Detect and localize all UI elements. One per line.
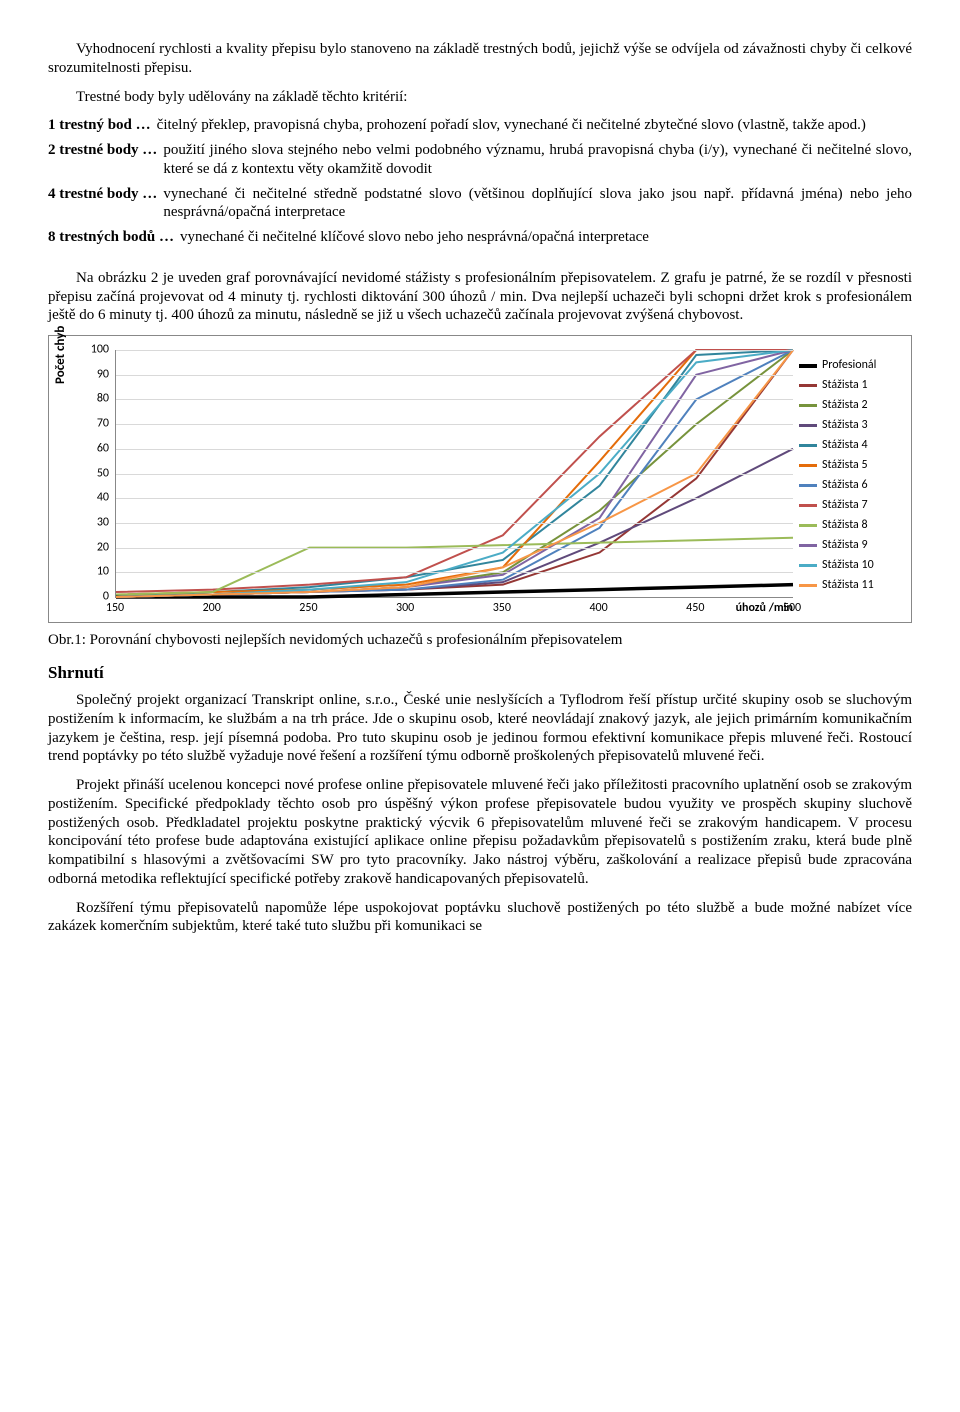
criteria-text: vynechané či nečitelné středně podstatné…	[163, 185, 912, 223]
legend-swatch	[799, 564, 817, 567]
legend-item: Stážista 4	[799, 438, 899, 453]
paragraph-intro-2: Trestné body byly udělovány na základě t…	[48, 88, 912, 107]
error-chart: Počet chyb 0102030405060708090100 150200…	[48, 335, 912, 623]
chart-xtick: 150	[106, 601, 124, 616]
legend-swatch	[799, 484, 817, 487]
legend-label: Stážista 2	[822, 398, 868, 413]
legend-swatch	[799, 404, 817, 407]
legend-item: Stážista 11	[799, 578, 899, 593]
chart-ytick: 40	[85, 491, 109, 506]
legend-item: Stážista 8	[799, 518, 899, 533]
legend-label: Stážista 7	[822, 498, 868, 513]
chart-xlabel: úhozů /min	[736, 601, 793, 616]
summary-para-3: Rozšíření týmu přepisovatelů napomůže lé…	[48, 899, 912, 937]
chart-ytick: 10	[85, 565, 109, 580]
paragraph-chart-intro: Na obrázku 2 je uveden graf porovnávajíc…	[48, 269, 912, 325]
criteria-row: 2 trestné body …použití jiného slova ste…	[48, 141, 912, 179]
summary-para-1: Společný projekt organizací Transkript o…	[48, 691, 912, 766]
chart-xtick: 450	[686, 601, 704, 616]
legend-label: Stážista 1	[822, 378, 868, 393]
legend-swatch	[799, 384, 817, 387]
criteria-text: použití jiného slova stejného nebo velmi…	[163, 141, 912, 179]
legend-label: Stážista 4	[822, 438, 868, 453]
chart-ytick: 80	[85, 392, 109, 407]
criteria-text: čitelný překlep, pravopisná chyba, proho…	[157, 116, 912, 135]
legend-label: Profesionál	[822, 358, 876, 373]
legend-item: Stážista 2	[799, 398, 899, 413]
criteria-label: 1 trestný bod …	[48, 116, 157, 135]
legend-item: Stážista 7	[799, 498, 899, 513]
chart-xtick: 400	[589, 601, 607, 616]
legend-item: Stážista 1	[799, 378, 899, 393]
chart-caption: Obr.1: Porovnání chybovosti nejlepších n…	[48, 631, 912, 650]
legend-swatch	[799, 464, 817, 467]
legend-swatch	[799, 504, 817, 507]
chart-ytick: 50	[85, 466, 109, 481]
legend-item: Stážista 9	[799, 538, 899, 553]
legend-item: Stážista 5	[799, 458, 899, 473]
legend-swatch	[799, 424, 817, 427]
criteria-label: 8 trestných bodů …	[48, 228, 180, 247]
paragraph-intro-1: Vyhodnocení rychlosti a kvality přepisu …	[48, 40, 912, 78]
criteria-row: 4 trestné body …vynechané či nečitelné s…	[48, 185, 912, 223]
legend-swatch	[799, 524, 817, 527]
criteria-label: 4 trestné body …	[48, 185, 163, 223]
chart-xtick: 350	[493, 601, 511, 616]
chart-legend: Profesionál Stážista 1 Stážista 2 Stážista …	[799, 358, 899, 598]
legend-swatch	[799, 444, 817, 447]
criteria-row: 8 trestných bodů …vynechané či nečitelné…	[48, 228, 912, 247]
legend-swatch	[799, 364, 817, 368]
criteria-text: vynechané či nečitelné klíčové slovo neb…	[180, 228, 912, 247]
chart-ylabel: Počet chyb	[53, 326, 69, 384]
legend-label: Stážista 9	[822, 538, 868, 553]
legend-label: Stážista 11	[822, 578, 874, 593]
legend-label: Stážista 3	[822, 418, 868, 433]
chart-series-line	[116, 350, 793, 595]
chart-xtick: 250	[299, 601, 317, 616]
chart-ytick: 20	[85, 540, 109, 555]
legend-item: Stážista 6	[799, 478, 899, 493]
chart-plot-area	[115, 350, 793, 598]
criteria-list: 1 trestný bod …čitelný překlep, pravopis…	[48, 116, 912, 247]
legend-item: Stážista 3	[799, 418, 899, 433]
criteria-row: 1 trestný bod …čitelný překlep, pravopis…	[48, 116, 912, 135]
chart-series-line	[116, 350, 793, 592]
section-heading-summary: Shrnutí	[48, 662, 912, 683]
summary-para-2: Projekt přináší ucelenou koncepci nové p…	[48, 776, 912, 889]
legend-swatch	[799, 584, 817, 587]
legend-label: Stážista 5	[822, 458, 868, 473]
chart-xtick: 200	[203, 601, 221, 616]
chart-ytick: 70	[85, 417, 109, 432]
chart-ytick: 90	[85, 367, 109, 382]
legend-swatch	[799, 544, 817, 547]
legend-item: Stážista 10	[799, 558, 899, 573]
chart-ytick: 100	[85, 343, 109, 358]
legend-label: Stážista 8	[822, 518, 868, 533]
legend-label: Stážista 10	[822, 558, 874, 573]
chart-ytick: 30	[85, 515, 109, 530]
legend-label: Stážista 6	[822, 478, 868, 493]
chart-ytick: 60	[85, 441, 109, 456]
chart-xtick: 300	[396, 601, 414, 616]
criteria-label: 2 trestné body …	[48, 141, 163, 179]
legend-item: Profesionál	[799, 358, 899, 373]
